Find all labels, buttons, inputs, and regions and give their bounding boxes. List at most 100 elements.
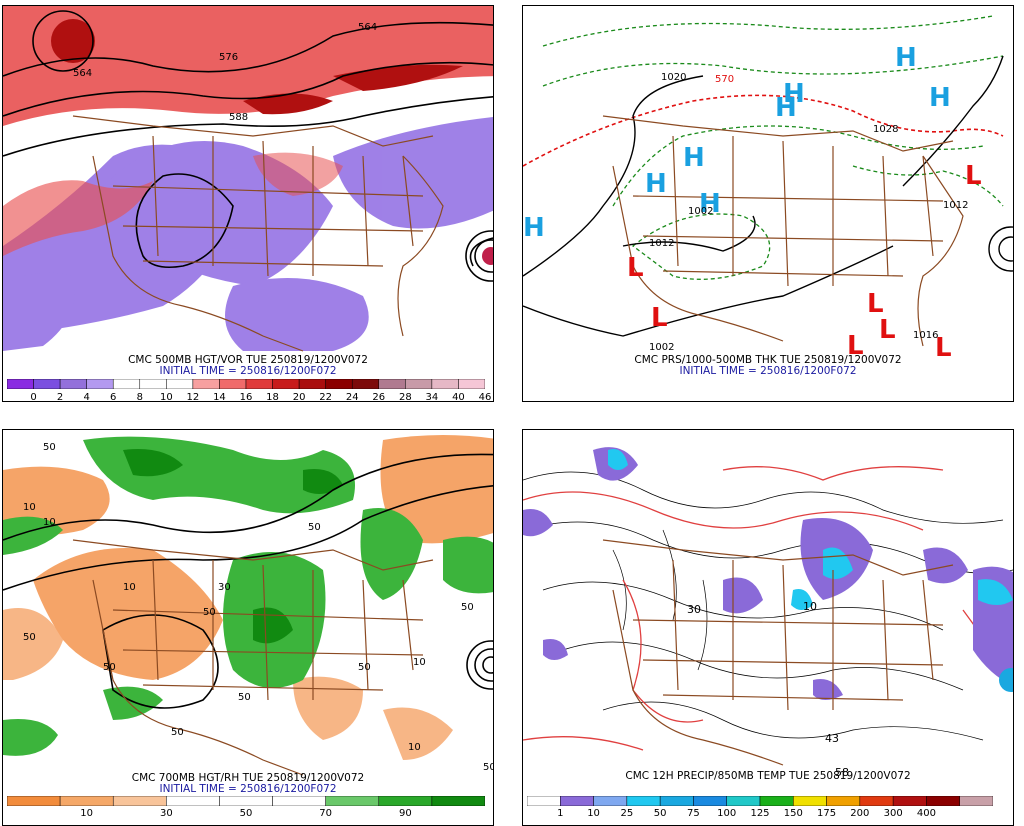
caption-block: CMC PRS/1000-500MB THK TUE 250819/1200V0… <box>523 355 1013 377</box>
colorbar-swatch <box>139 379 167 389</box>
rh-label: 50 <box>171 727 184 738</box>
colorbar-swatch <box>431 379 459 389</box>
colorbar-label: 50 <box>239 808 253 819</box>
vorticity-positive-areas <box>3 6 493 256</box>
colorbar-swatch <box>793 796 827 806</box>
colorbar-label: 34 <box>425 392 439 402</box>
temperature-isotherms <box>523 471 1013 741</box>
vorticity-max-areas <box>51 19 463 115</box>
colorbar-swatch <box>59 379 87 389</box>
colorbar-swatch <box>272 379 300 389</box>
colorbar-swatch <box>351 379 380 389</box>
rh-label: 50 <box>308 522 321 533</box>
colorbar-swatch <box>112 379 141 389</box>
vorticity-negative-areas <box>3 117 493 351</box>
low-pressure-marker: L <box>627 253 644 283</box>
colorbar-swatch <box>166 379 194 389</box>
precip-total-label: 58 <box>835 766 849 779</box>
panel-precip-850mb-temp: 43 58 30 10 CMC 12H PRECIP/850MB TEMP TU… <box>522 429 1014 826</box>
colorbar-label: 50 <box>653 808 667 819</box>
high-pressure-marker: H <box>683 143 705 173</box>
caption-block: CMC 12H PRECIP/850MB TEMP TUE 250819/120… <box>523 771 1013 782</box>
colorbar-label: 20 <box>292 392 306 402</box>
colorbar-swatch <box>560 796 594 806</box>
rh-label: 50 <box>103 662 116 673</box>
hurricane-precip-core <box>999 668 1013 692</box>
temperature-label: 30 <box>687 603 701 616</box>
colorbar-swatch <box>892 796 927 806</box>
colorbar-swatch <box>726 796 761 806</box>
colorbar-swatch <box>219 379 247 389</box>
caption-init-time: INITIAL TIME = 250816/1200F072 <box>159 783 337 795</box>
rh-label: 50 <box>43 442 56 453</box>
height-contours <box>3 453 493 709</box>
colorbar-label: 16 <box>239 392 253 402</box>
low-pressure-marker: L <box>965 161 982 191</box>
colorbar-swatch <box>926 796 960 806</box>
colorbar-swatch <box>405 379 433 389</box>
colorbar-swatch <box>378 796 433 806</box>
precip-total-label: 43 <box>825 732 839 745</box>
colorbar-label: 46 <box>478 392 492 402</box>
colorbar-label: 14 <box>213 392 226 402</box>
isobar-label: 1012 <box>649 238 674 249</box>
caption-block: CMC 700MB HGT/RH TUE 250819/1200V072 INI… <box>3 773 493 795</box>
colorbar-label: 26 <box>372 392 386 402</box>
rh-label: 30 <box>218 582 231 593</box>
political-boundaries <box>72 115 444 352</box>
colorbar-label: 10 <box>587 808 600 819</box>
colorbar-label: 30 <box>159 808 173 819</box>
caption-init-time: INITIAL TIME = 250816/1200F072 <box>159 365 337 377</box>
colorbar-swatch <box>166 796 220 806</box>
colorbar-label: 200 <box>850 808 870 819</box>
colorbar-label: 90 <box>398 808 412 819</box>
colorbar-label: 2 <box>56 392 64 402</box>
colorbar-swatch <box>112 796 167 806</box>
high-pressure-marker: H <box>645 169 667 199</box>
caption-init-time: INITIAL TIME = 250816/1200F072 <box>679 365 857 377</box>
high-pressure-marker: H <box>775 93 797 123</box>
map-precip: 43 58 30 10 <box>523 447 1013 779</box>
colorbar-swatch <box>626 796 661 806</box>
colorbar-swatch <box>759 796 794 806</box>
panel-pressure-thickness: H H H H H H H H L L L L L L L 1020 570 1… <box>522 5 1014 402</box>
isobar-label: 1002 <box>688 206 713 217</box>
colorbar-humidity <box>7 796 485 806</box>
colorbar-label: 70 <box>319 808 333 819</box>
high-pressure-marker: H <box>783 79 805 109</box>
political-boundaries <box>602 539 954 766</box>
colorbar-label: 28 <box>398 392 412 402</box>
isobar-label: 1016 <box>913 330 938 341</box>
colorbar-swatch <box>33 379 61 389</box>
low-pressure-marker: L <box>847 331 864 361</box>
colorbar-swatch <box>219 796 273 806</box>
rh-label: 10 <box>408 742 421 753</box>
isobar-label: 1020 <box>661 72 686 83</box>
rh-label: 10 <box>23 502 36 513</box>
colorbar-label: 18 <box>266 392 279 402</box>
political-boundaries <box>72 539 434 776</box>
colorbar-swatch <box>693 796 727 806</box>
temperature-label: 10 <box>803 600 817 613</box>
colorbar-label: 22 <box>319 392 333 402</box>
contour-label-564-west: 564 <box>73 68 92 79</box>
colorbar-label: 0 <box>30 392 37 402</box>
colorbar-precipitation-labels: 1 10 25 50 75 100 125 150 175 200 300 400 <box>527 808 993 820</box>
colorbar-swatch <box>859 796 894 806</box>
height-contours <box>3 10 493 282</box>
colorbar-label: 300 <box>883 808 903 819</box>
saturated-areas <box>123 449 343 644</box>
colorbar-swatch <box>7 796 61 806</box>
low-pressure-marker: L <box>651 303 668 333</box>
colorbar-label: 10 <box>80 808 94 819</box>
colorbar-label: 150 <box>783 808 803 819</box>
isobar-label: 1028 <box>873 124 898 135</box>
colorbar-label: 10 <box>159 392 173 402</box>
colorbar-swatch <box>378 379 406 389</box>
colorbar-swatch <box>959 796 993 806</box>
map-pressure: H H H H H H H H L L L L L L L 1020 570 1… <box>523 15 1013 363</box>
map-700mb: 50 10 10 50 50 10 50 30 50 10 50 50 50 1… <box>3 435 494 776</box>
rh-label: 50 <box>483 762 494 773</box>
low-pressure-marker: L <box>935 333 952 363</box>
colorbar-label: 24 <box>345 392 359 402</box>
